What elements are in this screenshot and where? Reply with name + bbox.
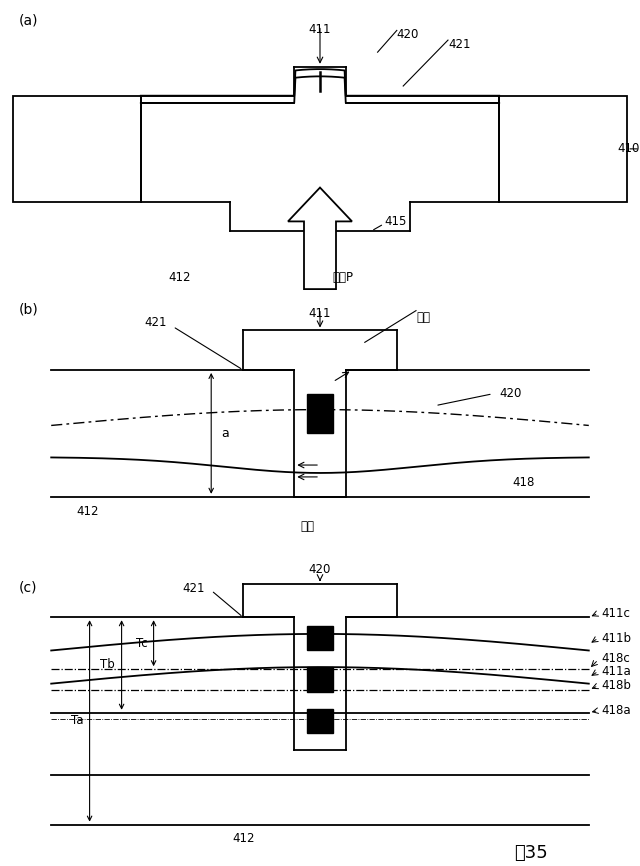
Bar (307, 667, 333, 692)
Bar (307, 625, 333, 650)
Text: 412: 412 (232, 832, 255, 845)
Text: 418c: 418c (602, 652, 630, 665)
Text: a: a (221, 427, 228, 440)
Text: 圧力P: 圧力P (333, 271, 354, 284)
Text: 411: 411 (308, 307, 332, 320)
Text: 418: 418 (512, 475, 534, 488)
Text: 412: 412 (77, 505, 99, 518)
Bar (13, 96, 141, 202)
Text: (b): (b) (19, 303, 39, 317)
Text: 412: 412 (168, 271, 191, 284)
Text: Ta: Ta (70, 714, 83, 727)
Text: 415: 415 (384, 215, 406, 228)
Text: Tb: Tb (100, 658, 115, 671)
Text: 421: 421 (448, 38, 470, 51)
Text: 420: 420 (397, 28, 419, 41)
Text: 411: 411 (308, 23, 332, 36)
Text: 410: 410 (618, 142, 640, 155)
Text: (c): (c) (19, 580, 38, 594)
Text: Tc: Tc (136, 637, 147, 650)
Text: 411b: 411b (602, 631, 632, 644)
Text: 図35: 図35 (515, 843, 548, 862)
Text: 420: 420 (499, 387, 522, 400)
Text: 421: 421 (144, 316, 166, 329)
Text: 418b: 418b (602, 679, 632, 692)
Text: 引張: 引張 (416, 311, 430, 324)
Text: 418a: 418a (602, 704, 631, 717)
Text: (a): (a) (19, 14, 38, 28)
Text: 圧縮: 圧縮 (300, 520, 314, 533)
Text: 421: 421 (182, 582, 205, 595)
Bar (307, 394, 333, 433)
Text: 420: 420 (309, 563, 331, 576)
Bar (307, 708, 333, 734)
Text: 411c: 411c (602, 607, 630, 620)
Text: 411a: 411a (602, 665, 631, 678)
Bar (499, 96, 627, 202)
Polygon shape (288, 188, 352, 289)
